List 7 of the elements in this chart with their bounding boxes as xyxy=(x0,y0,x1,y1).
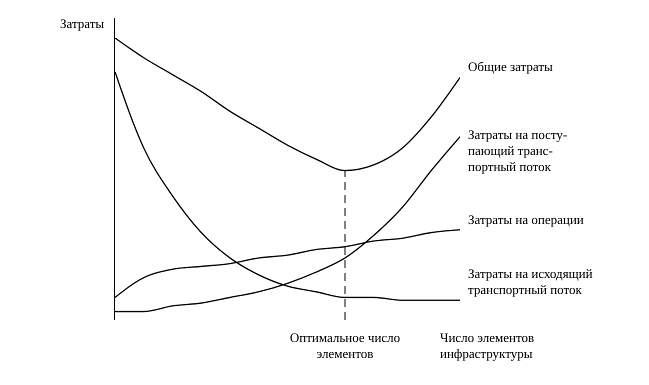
series-label: Затраты на исходящий транспортный поток xyxy=(468,266,593,298)
text: Оптимальное число элементов xyxy=(288,330,402,362)
x-axis-title: Число элементов инфраструктуры xyxy=(440,330,534,362)
series-label: Общие затраты xyxy=(468,59,553,76)
series-label: Затраты на операции xyxy=(468,212,584,228)
y-axis-title: Затраты xyxy=(60,16,104,32)
series-label: Затраты на посту- пающий транс- портный поток xyxy=(468,126,568,175)
